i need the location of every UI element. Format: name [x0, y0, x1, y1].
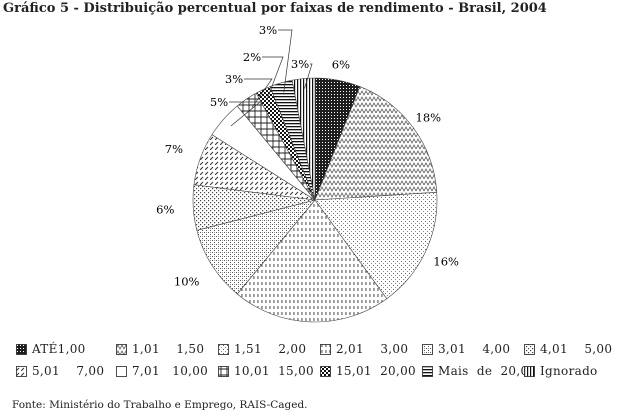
pie-slice [314, 86, 438, 201]
legend-label: Ignorado [540, 364, 598, 378]
legend-label: 15,01 20,00 [336, 364, 416, 378]
legend-item: ATÉ1,00 [16, 342, 86, 356]
chart-title: Gráfico 5 - Distribuição percentual por … [3, 1, 547, 16]
slice-value-label: 3% [225, 72, 243, 86]
slice-value-label: 7% [165, 142, 183, 156]
legend-item: 5,01 7,00 [16, 364, 104, 378]
legend-item: 15,01 20,00 [320, 364, 416, 378]
slice-value-label: 3% [291, 57, 309, 71]
legend-swatch [524, 365, 535, 377]
legend-label: 7,01 10,00 [132, 364, 209, 378]
legend-swatch [524, 343, 535, 355]
legend-swatch [116, 343, 127, 355]
legend-swatch [218, 365, 229, 377]
legend-label: 2,01 3,00 [336, 342, 409, 356]
source-note: Fonte: Ministério do Trabalho e Emprego,… [12, 399, 308, 411]
legend-label: 5,01 7,00 [32, 364, 105, 378]
pie-slice [291, 77, 316, 201]
slice-value-label: 6% [156, 202, 174, 216]
legend-item: 4,01 5,00 [524, 342, 612, 356]
legend-label: 1,01 1,50 [132, 342, 205, 356]
slice-value-label: 6% [332, 57, 350, 71]
pie-slice [196, 199, 316, 295]
legend-item: 10,01 15,00 [218, 364, 314, 378]
legend-swatch [116, 365, 127, 377]
legend-label: Mais de 20,0 [438, 364, 529, 378]
legend-item: Ignorado [524, 364, 598, 378]
legend-swatch [16, 365, 27, 377]
slice-value-label: 16% [433, 255, 459, 269]
legend-swatch [16, 343, 27, 355]
legend-label: 3,01 4,00 [438, 342, 511, 356]
legend-item: 1,01 1,50 [116, 342, 204, 356]
leader-line [262, 56, 284, 99]
slice-value-label: 10% [174, 274, 200, 288]
legend-item: 1,51 2,00 [218, 342, 306, 356]
slice-value-label: 5% [210, 95, 228, 109]
leader-line [244, 78, 273, 108]
legend-swatch [320, 343, 331, 355]
legend-item: 3,01 4,00 [422, 342, 510, 356]
legend-item: 7,01 10,00 [116, 364, 208, 378]
legend-item: Mais de 20,0 [422, 364, 528, 378]
legend-swatch [218, 343, 229, 355]
legend-item: 2,01 3,00 [320, 342, 408, 356]
leader-line [278, 29, 293, 93]
slice-value-label: 3% [259, 23, 277, 37]
legend-label: 10,01 15,00 [234, 364, 314, 378]
legend-label: 1,51 2,00 [234, 342, 307, 356]
legend-swatch [422, 343, 433, 355]
leader-line [229, 101, 261, 127]
legend-swatch [422, 365, 433, 377]
legend-swatch [320, 365, 331, 377]
slice-value-label: 2% [243, 50, 261, 64]
legend-label: ATÉ1,00 [32, 342, 86, 356]
pie-slice [236, 199, 388, 323]
slice-value-label: 18% [416, 111, 442, 125]
pie-chart: 6%18%16%21%10%6%7%5%3%2%3%3% [156, 23, 459, 323]
legend-label: 4,01 5,00 [540, 342, 613, 356]
pie-slice [314, 192, 438, 300]
leader-line [304, 63, 313, 89]
